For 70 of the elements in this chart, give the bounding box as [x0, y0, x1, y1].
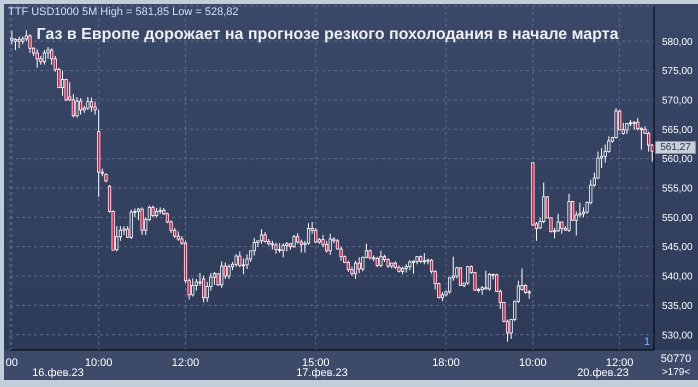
candlestick — [408, 260, 412, 271]
text: 50770 — [660, 353, 692, 365]
y-tick-label: 540,00 — [662, 272, 694, 283]
x-tick-label: 10:00 — [84, 356, 112, 369]
candlestick — [358, 256, 361, 274]
candlestick — [227, 264, 231, 280]
x-tick-label: 00 — [6, 356, 18, 369]
candlestick — [625, 122, 629, 134]
candlestick — [488, 272, 492, 292]
candlestick — [28, 34, 32, 54]
text: 17.фев.23 — [295, 367, 349, 379]
candlestick — [346, 260, 350, 272]
candlestick — [466, 266, 470, 286]
candlestick — [75, 96, 79, 118]
candlestick — [191, 278, 194, 298]
text: 20.фев.23 — [576, 367, 630, 379]
candlestick — [86, 96, 90, 110]
candlestick — [560, 220, 564, 234]
y-tick-label: 570,00 — [662, 95, 694, 106]
candlestick — [176, 230, 180, 242]
candlestick — [264, 232, 267, 244]
x-tick-label: 15:00 — [302, 356, 330, 369]
y-tick-label: 545,00 — [662, 242, 694, 254]
candlestick — [154, 207, 158, 218]
candlestick — [458, 266, 462, 286]
y-tick-label: 560,00 — [662, 154, 694, 166]
candlestick — [252, 237, 256, 256]
annotation: TTF USD1000 5M High = 581,85 Low = 528,82 — [8, 6, 239, 18]
text: >179< — [660, 367, 692, 378]
candlestick — [376, 256, 379, 268]
text: Газ в Европе дорожает на прогнозе резкого похолодания в начале марта — [36, 26, 620, 44]
candlestick — [448, 276, 452, 294]
candlestick — [140, 206, 144, 236]
candlestick — [18, 36, 21, 49]
candlestick — [412, 260, 416, 274]
price-tag: 561,27 — [655, 141, 696, 154]
candlestick — [386, 258, 390, 268]
y-tick-label: 530,00 — [662, 330, 694, 342]
candlestick — [60, 70, 64, 96]
candlestick — [484, 270, 488, 290]
y-tick-label: 575,00 — [662, 66, 694, 78]
candlestick — [202, 276, 206, 303]
candlestick — [422, 252, 426, 265]
x-tick-label: 12:00 — [606, 356, 634, 369]
y-tick-label: 550,00 — [662, 212, 694, 224]
candlestick — [151, 205, 155, 218]
candlestick — [274, 242, 278, 254]
candlestick — [72, 94, 75, 118]
text: 16.фев.23 — [31, 367, 85, 379]
y-tick-label: 535,00 — [662, 300, 694, 312]
candlestick — [278, 242, 282, 254]
y-tick-label: 565,00 — [662, 124, 694, 136]
x-tick-label: 18:00 — [432, 356, 460, 369]
y-tick-label: 555,00 — [662, 184, 694, 195]
candlestick — [292, 234, 296, 248]
candlestick — [220, 260, 224, 288]
candlestick — [42, 50, 46, 66]
candlestick — [36, 48, 39, 68]
candlestick — [234, 254, 238, 268]
x-tick-label: 12:00 — [172, 356, 200, 369]
candlestick — [90, 97, 94, 112]
y-tick-label: 580,00 — [662, 36, 694, 48]
candlestick — [260, 228, 264, 244]
annotation: 1 — [644, 336, 650, 348]
candlestick — [328, 233, 332, 256]
candlestick — [282, 242, 285, 258]
candlestick — [354, 260, 358, 280]
x-tick-label: 10:00 — [519, 356, 547, 369]
candlestick — [379, 250, 382, 268]
candlestick — [79, 98, 82, 116]
